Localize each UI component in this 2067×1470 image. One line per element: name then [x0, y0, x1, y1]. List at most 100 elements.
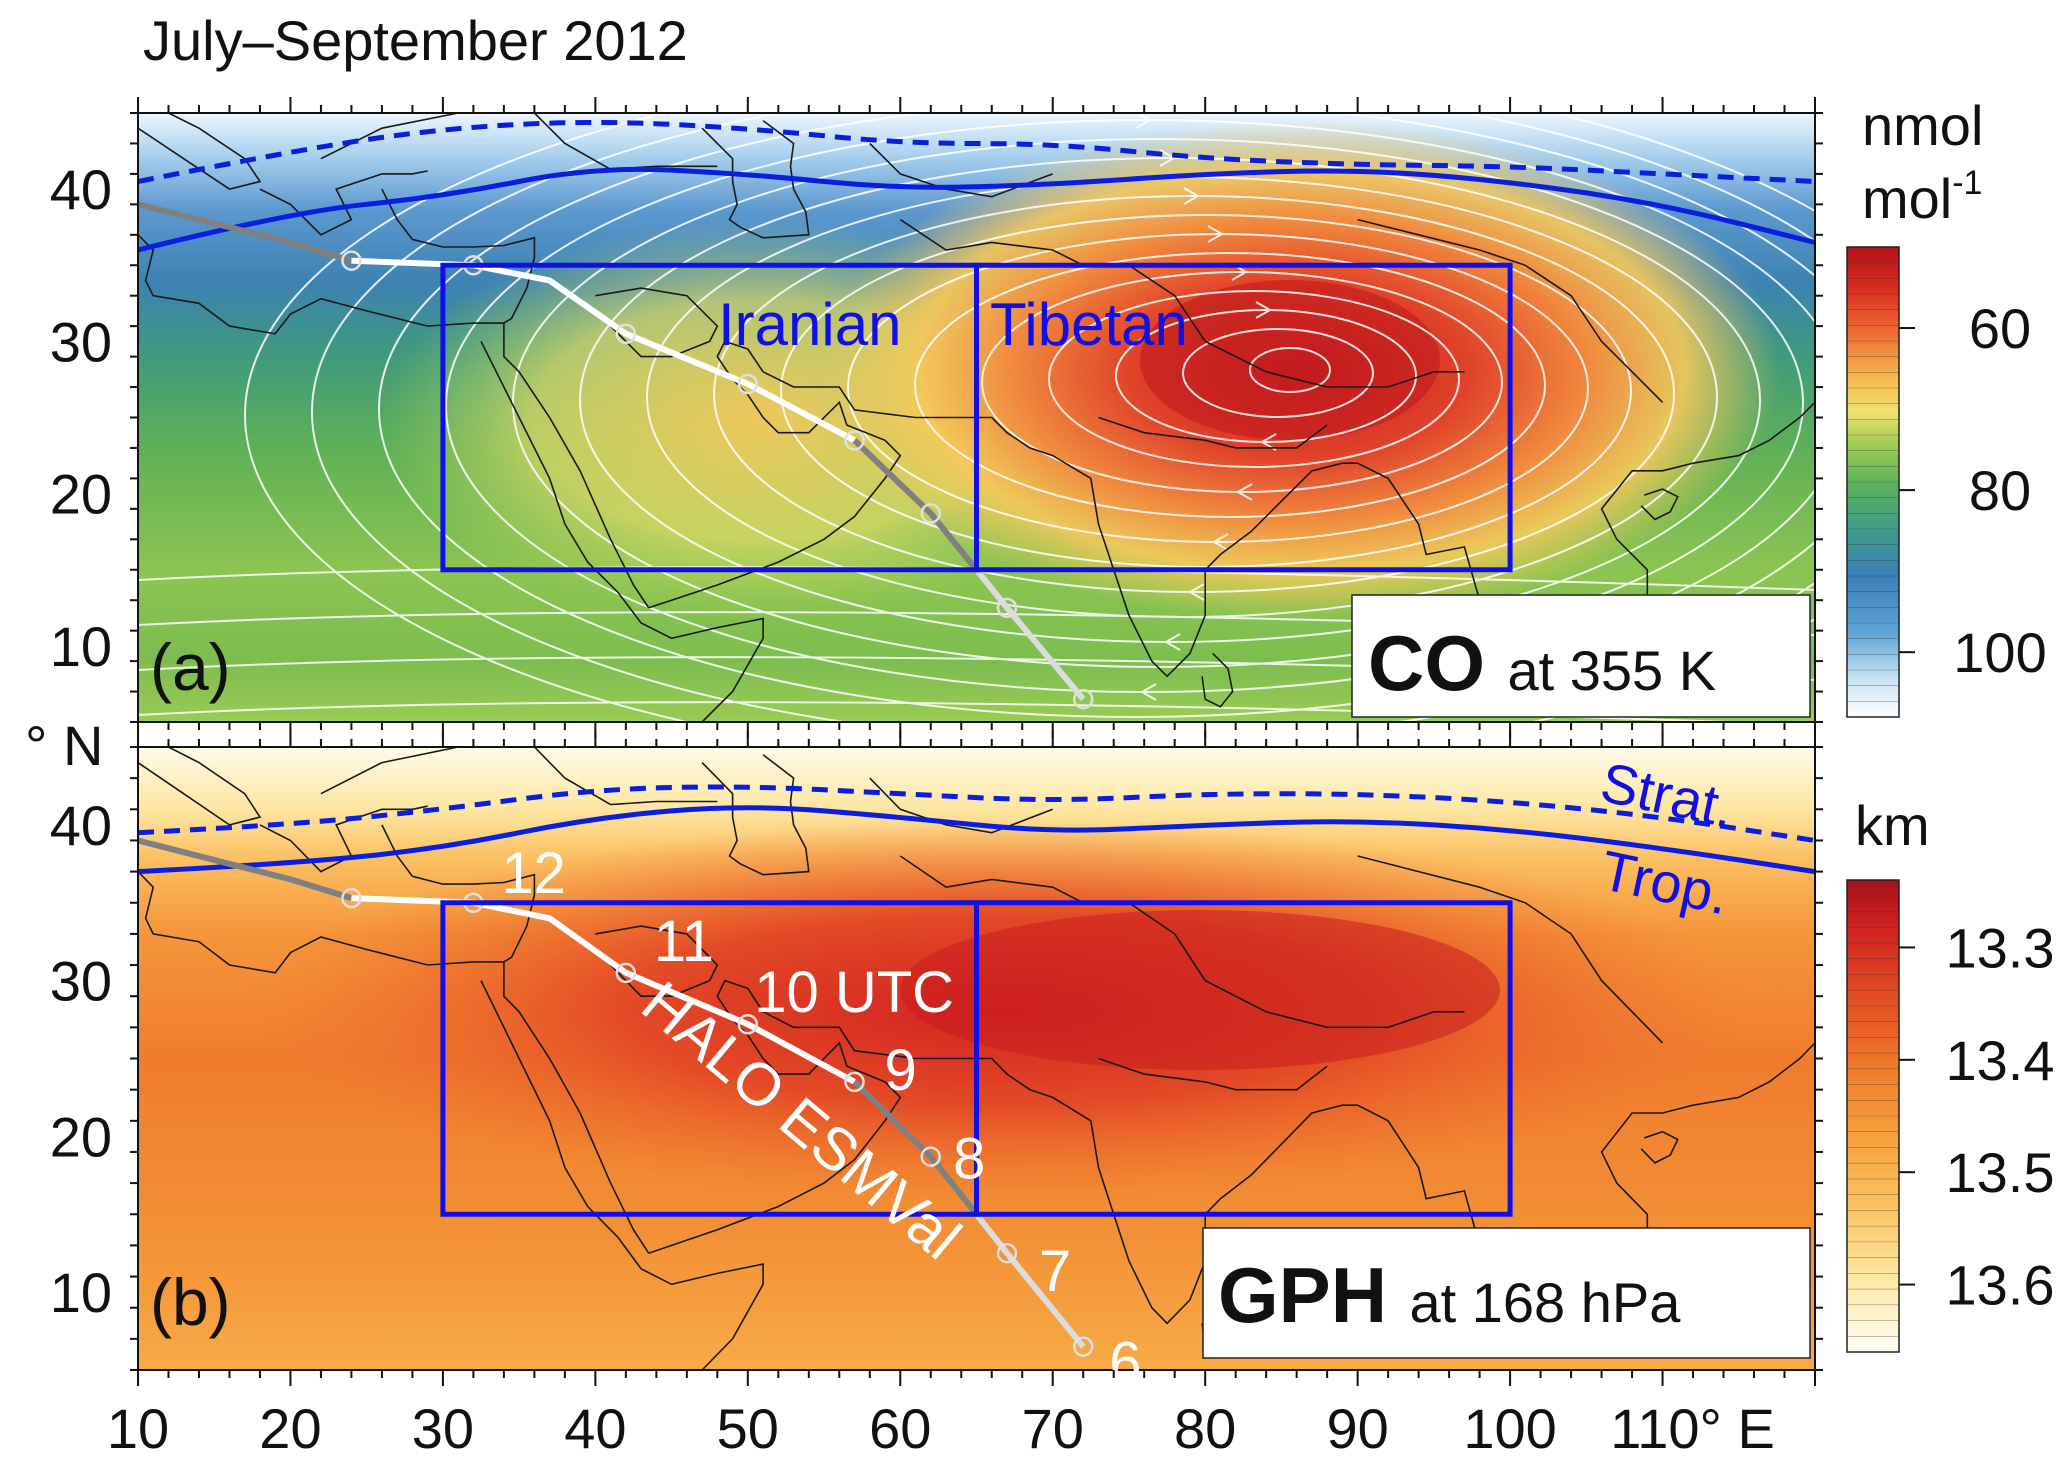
coastline-segment [503, 323, 650, 609]
coastline-segment [648, 340, 1511, 708]
colorbar-tick-label: 13.6 [1946, 1254, 2055, 1317]
gph-unit: km [1855, 794, 1930, 857]
panel-b-info-box [1202, 1227, 1811, 1359]
x-tick-label: 60 [869, 1397, 931, 1460]
track-marker [844, 430, 865, 451]
colorbar-tick-label: 60 [1969, 297, 2031, 360]
track-time-label: 7 [1039, 1239, 1071, 1304]
tropopause-dashed-line [138, 120, 1815, 184]
track-marker [615, 323, 637, 345]
y-tick-label: 20 [50, 463, 112, 526]
tropopause-solid-line [138, 805, 1815, 875]
panel-a: Iranian Tibetan (a) CO at 355 K 10 20 30 40… [50, 74, 2047, 738]
streamline [713, 195, 1675, 593]
co-core [1140, 280, 1440, 440]
track-time-label: 12 [501, 841, 566, 906]
panel-b-label: (b) [150, 1265, 231, 1339]
streamline-arrow [1135, 113, 1153, 129]
coastline-segment [1201, 652, 1234, 708]
flight-track-segment [852, 438, 979, 572]
figure-title: July–September 2012 [143, 9, 688, 72]
colorbar-tick-label: 80 [1969, 459, 2031, 522]
coastline-segment [503, 961, 650, 1254]
coastline-segment [259, 170, 428, 236]
y-tick-label: 30 [50, 310, 112, 373]
y-tick-label: 10 [50, 615, 112, 678]
coastlines [138, 747, 1815, 1370]
coastline-segment [320, 113, 459, 160]
colorbar-tick-label: 100 [1953, 621, 2046, 684]
streamline [847, 233, 1589, 543]
x-tick-label: 50 [717, 1397, 779, 1460]
flight-track-segment [138, 837, 353, 901]
coastline-segment [1640, 488, 1679, 521]
y-tick-label: 40 [50, 158, 112, 221]
streamline-arrow [1207, 225, 1225, 243]
region-label-iranian: Iranian [718, 291, 901, 358]
y-tick-label: 20 [50, 1105, 112, 1168]
coastline-segment [1098, 1057, 1328, 1091]
tropopause-lines [138, 784, 1815, 875]
coastline-segment [648, 979, 1511, 1355]
coastline-segment [595, 287, 719, 358]
streamline-arrow [1255, 301, 1273, 319]
streamline-arrow [1235, 483, 1253, 501]
streamline-arrow [1112, 74, 1126, 90]
panel-b-level: at 168 hPa [1409, 1271, 1681, 1334]
streamline-arrow [1187, 583, 1205, 601]
panel-b-axes: 10 20 30 40 [50, 731, 1823, 1386]
track-marker [341, 887, 362, 909]
region-label-tibetan: Tibetan [990, 291, 1188, 358]
x-tick-label: 40 [564, 1397, 626, 1460]
streamline [1249, 347, 1331, 393]
y-tick-label: 10 [50, 1261, 112, 1324]
track-time-label: 8 [953, 1127, 985, 1192]
x-tick-label: 20 [259, 1397, 321, 1460]
region-boxes [440, 262, 1513, 573]
colorbar-tick-label: 13.4 [1946, 1029, 2055, 1092]
coastline-segment [595, 925, 719, 997]
panel-a-level: at 355 K [1507, 639, 1716, 702]
y-tick-label: 30 [50, 950, 112, 1013]
panel-a-label: (a) [150, 630, 231, 704]
track-time-label: 9 [885, 1038, 917, 1103]
track-marker [737, 373, 759, 395]
flight-track-segment [138, 201, 353, 264]
panel-a-axes: 10 20 30 40 [50, 97, 1823, 738]
streamline [244, 113, 1815, 722]
flight-track-segment [974, 1212, 1086, 1349]
region-box-tibetan [974, 900, 1513, 1217]
coastline-segment [381, 824, 536, 963]
streamline [579, 157, 1761, 643]
streamline-arrow [1159, 149, 1177, 167]
coastline-segment [381, 188, 536, 324]
coastline-segment [1357, 855, 1664, 1044]
panel-a-info-box [1351, 594, 1811, 718]
streamline-arrow [1163, 633, 1181, 651]
track-marker [1072, 688, 1094, 710]
streamline-arrow [1211, 533, 1229, 551]
x-axis-tick-labels: 10 20 30 40 50 60 70 80 90 100 110° E [107, 1397, 1775, 1460]
tropopause-dashed-line [138, 784, 1815, 843]
coastline-segment [480, 980, 764, 1370]
x-tick-label: 10 [107, 1397, 169, 1460]
track-time-label: 11 [654, 909, 714, 974]
streamline [981, 271, 1503, 493]
streamline [914, 252, 1546, 518]
coastline-segment [1357, 218, 1664, 403]
coastline-segment [138, 113, 262, 190]
track-time-label: 6 [1109, 1331, 1141, 1396]
coastline-segment [259, 805, 428, 873]
x-tick-label: 30 [412, 1397, 474, 1460]
region-box-tibetan [974, 262, 1513, 573]
panel-a-quantity: CO [1368, 619, 1485, 707]
track-marker [737, 1013, 759, 1035]
coastline-segment [533, 747, 718, 806]
streamline [1115, 309, 1417, 443]
streamline [1048, 290, 1460, 468]
tropopause-lines [138, 120, 1815, 253]
track-marker [615, 962, 637, 984]
coastline-segment [1640, 1130, 1679, 1164]
